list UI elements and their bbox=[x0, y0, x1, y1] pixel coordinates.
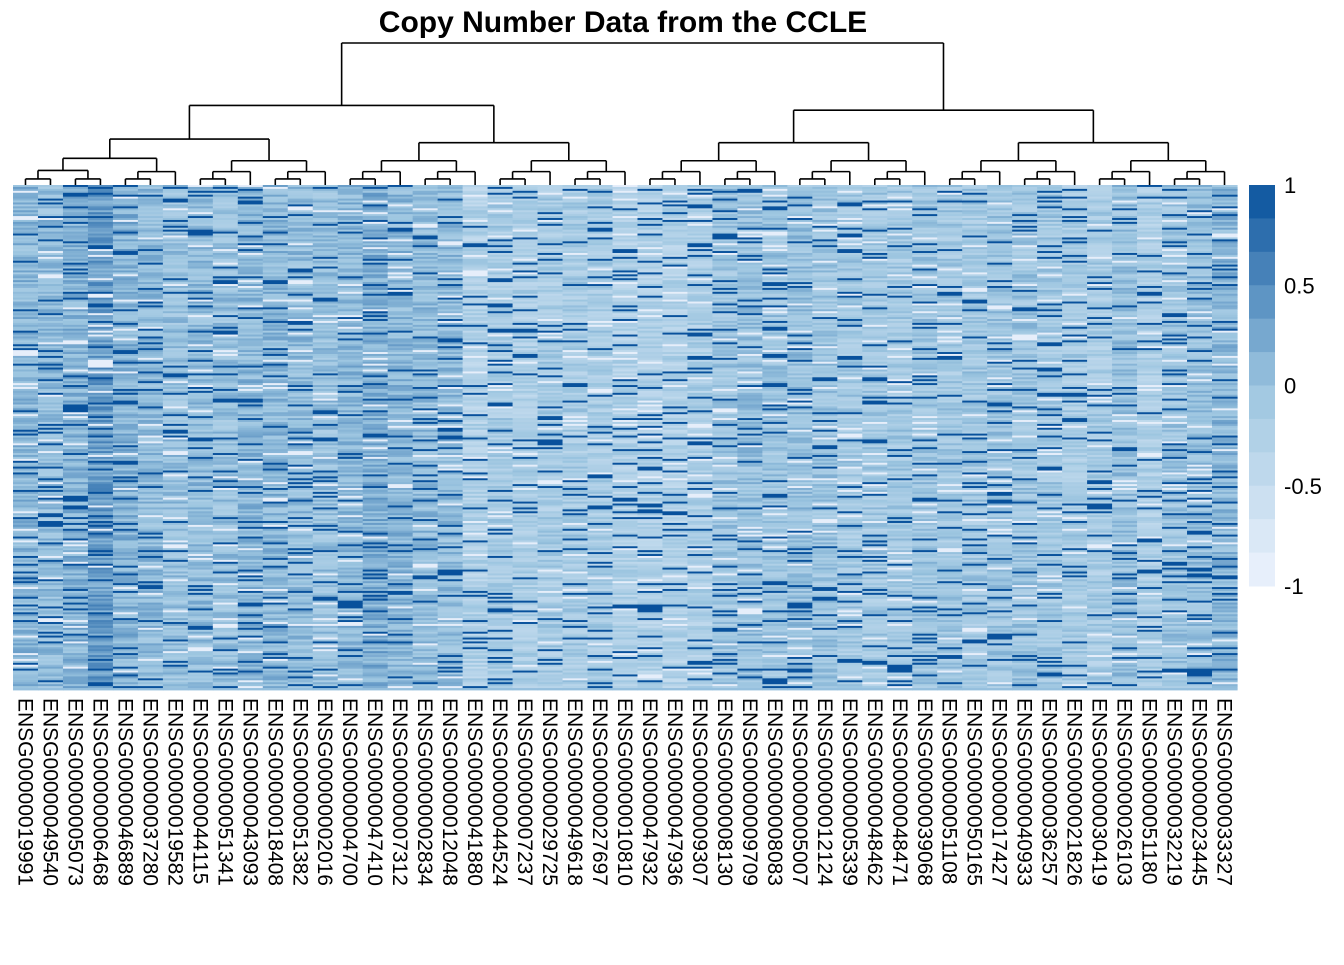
heatmap-cell bbox=[188, 688, 214, 690]
heatmap-cell bbox=[138, 688, 164, 690]
heatmap-cell bbox=[438, 688, 464, 690]
heatmap-cell bbox=[363, 688, 389, 690]
heatmap-cell bbox=[263, 688, 289, 690]
heatmap-cell bbox=[413, 688, 439, 690]
heatmap-cell bbox=[163, 688, 189, 690]
heatmap-cell bbox=[388, 688, 414, 690]
heatmap-cells bbox=[13, 185, 1238, 690]
heatmap-cell bbox=[338, 688, 364, 690]
column-dendrogram bbox=[25, 43, 1224, 185]
heatmap-cell bbox=[288, 688, 314, 690]
heatmap-cell bbox=[213, 688, 239, 690]
heatmap-cell bbox=[238, 688, 264, 690]
heatmap-cell bbox=[63, 688, 89, 690]
heatmap-cell bbox=[313, 688, 339, 690]
chart-title: Copy Number Data from the CCLE bbox=[379, 6, 867, 39]
heatmap-cell bbox=[13, 688, 39, 690]
heatmap-cell bbox=[88, 688, 114, 690]
heatmap-cell bbox=[113, 688, 139, 690]
heatmap-cell bbox=[38, 688, 64, 690]
